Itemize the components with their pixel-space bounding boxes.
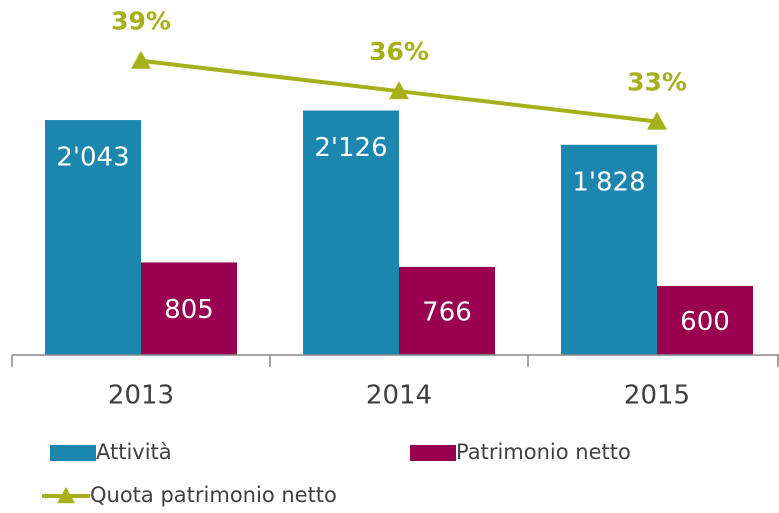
legend-label: Quota patrimonio netto — [90, 483, 337, 507]
line-marker — [389, 81, 409, 100]
data-label: 2'043 — [56, 143, 129, 173]
line-marker — [647, 111, 667, 130]
bar — [399, 266, 495, 355]
x-tick-label: 2014 — [366, 381, 432, 411]
legend-swatch — [410, 445, 456, 461]
data-label: 36% — [369, 37, 429, 66]
legend-marker — [57, 487, 75, 504]
data-label: 2'126 — [314, 133, 387, 163]
data-label: 33% — [627, 68, 687, 97]
data-label: 766 — [422, 297, 472, 327]
data-label: 39% — [111, 7, 171, 36]
legend-label: Patrimonio netto — [456, 440, 631, 464]
x-tick-label: 2013 — [108, 381, 174, 411]
bar — [657, 286, 753, 355]
data-label: 805 — [164, 295, 214, 325]
bar — [45, 120, 141, 356]
bar — [561, 144, 657, 355]
data-label: 1'828 — [572, 167, 645, 197]
bar — [141, 262, 237, 355]
legend-label: Attività — [96, 440, 172, 464]
bar — [303, 110, 399, 355]
legend-swatch — [50, 445, 96, 461]
x-tick-label: 2015 — [624, 381, 690, 411]
line-marker — [131, 50, 151, 69]
data-label: 600 — [680, 307, 730, 337]
